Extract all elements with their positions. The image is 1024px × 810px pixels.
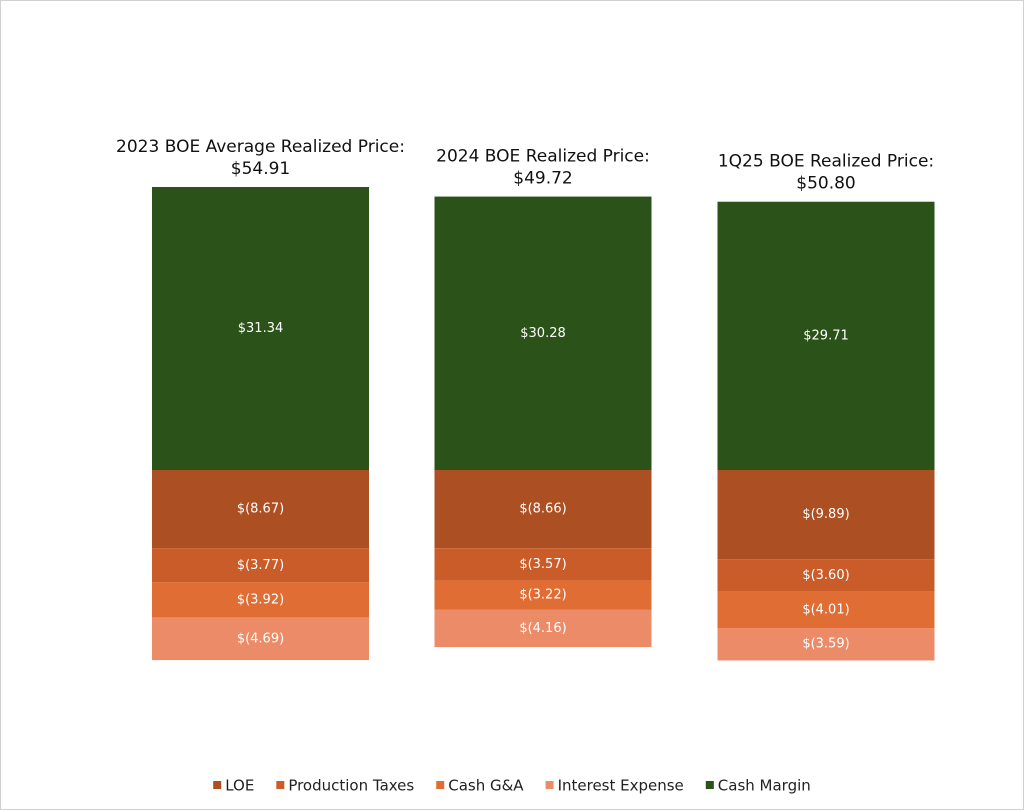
value-label: $(9.89) [802,507,849,522]
value-label: $30.28 [520,326,566,341]
legend-swatch [213,781,222,789]
bar-segment [717,470,935,560]
value-label: $(4.01) [802,602,849,617]
bar-segment [434,548,652,581]
bar-segment [717,591,935,629]
category-label: 2023 BOE Average Realized Price: [116,137,405,157]
value-label: $29.71 [803,328,849,343]
legend-label: Production Taxes [288,777,414,795]
bar-segment [717,559,935,592]
bar-segment [434,609,652,648]
legend-label: LOE [225,777,254,795]
bar-segment [434,196,652,470]
category-label: 2024 BOE Realized Price: [436,147,650,167]
legend-label: Interest Expense [558,777,684,795]
value-label: $(3.92) [237,593,284,608]
category-label: $54.91 [231,159,290,179]
legend-swatch [705,781,714,789]
legend-swatch [276,781,285,789]
bar-segment [717,628,935,661]
bar-segment [152,617,369,661]
bar-segment [152,470,369,549]
bar-segment [152,186,369,470]
value-label: $(4.69) [237,631,284,646]
legend-label: Cash G&A [448,777,524,795]
value-label: $(3.57) [519,557,566,572]
bar-segment [717,201,935,471]
bar-segment [152,582,369,618]
legend-swatch [545,781,554,789]
category-label: 1Q25 BOE Realized Price: [718,152,934,172]
value-label: $(8.66) [519,502,566,517]
value-label: $(3.22) [519,587,566,602]
bar-segment [152,548,369,583]
category-label: $50.80 [796,174,855,194]
bar-segment [434,580,652,610]
value-label: $(3.77) [237,558,284,573]
bar-segment [434,470,652,549]
value-label: $(3.59) [802,637,849,652]
value-label: $31.34 [238,321,284,336]
value-label: $(4.16) [519,621,566,636]
legend-swatch [436,781,445,789]
legend-label: Cash Margin [718,777,811,795]
category-label: $49.72 [513,169,572,189]
value-label: $(3.60) [802,568,849,583]
value-label: $(8.67) [237,502,284,517]
